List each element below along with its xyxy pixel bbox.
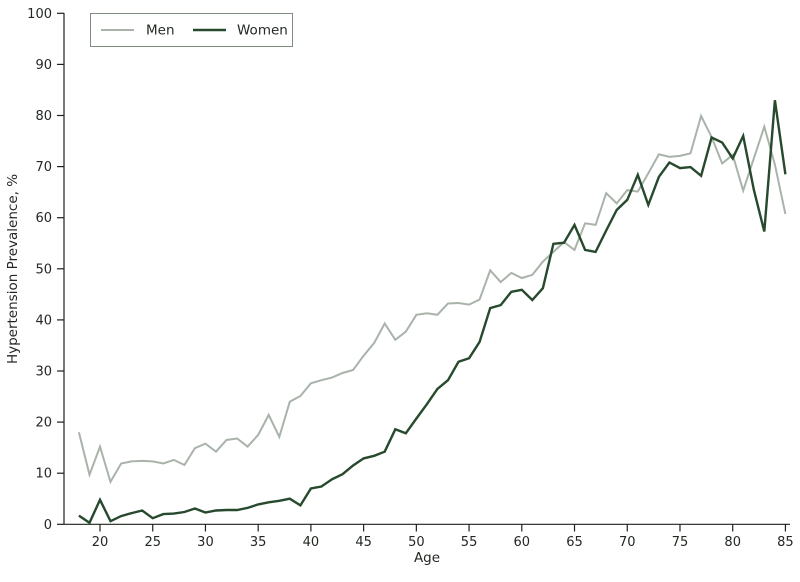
x-tick-label: 55 bbox=[461, 535, 478, 550]
axes-group bbox=[63, 13, 790, 525]
legend-label-men: Men bbox=[146, 23, 175, 39]
y-tick-label: 40 bbox=[35, 313, 52, 328]
x-tick-label: 60 bbox=[514, 535, 531, 550]
y-tick-label: 70 bbox=[35, 160, 52, 175]
women-line bbox=[78, 100, 787, 525]
x-tick-label: 30 bbox=[197, 535, 214, 550]
y-tick-label: 20 bbox=[35, 416, 52, 431]
x-tick-label: 40 bbox=[303, 535, 320, 550]
x-tick-label: 35 bbox=[250, 535, 267, 550]
x-tick-label: 85 bbox=[777, 535, 794, 550]
y-axis-title: Hypertension Prevalence, % bbox=[5, 174, 21, 364]
legend: Men Women bbox=[90, 13, 293, 47]
legend-label-women: Women bbox=[237, 23, 288, 39]
y-tick-label: 10 bbox=[35, 467, 52, 482]
x-tick-label: 70 bbox=[619, 535, 636, 550]
y-tick-label: 50 bbox=[35, 262, 52, 277]
x-tick-label: 65 bbox=[566, 535, 583, 550]
x-tick-label: 20 bbox=[92, 535, 109, 550]
y-tick-label: 100 bbox=[27, 7, 52, 22]
x-tick-label: 75 bbox=[672, 535, 689, 550]
y-tick-label: 80 bbox=[35, 109, 52, 124]
x-tick-label: 80 bbox=[724, 535, 741, 550]
x-tick-label: 50 bbox=[408, 535, 425, 550]
x-tick-label: 25 bbox=[144, 535, 161, 550]
men-line bbox=[77, 113, 787, 485]
y-tick-label: 90 bbox=[35, 58, 52, 73]
y-tick-label: 60 bbox=[35, 211, 52, 226]
series-group bbox=[77, 100, 787, 525]
y-tick-label: 30 bbox=[35, 365, 52, 380]
y-axis-ticks: 0 10 20 30 40 50 60 70 80 90 100 bbox=[27, 7, 64, 533]
x-tick-label: 45 bbox=[355, 535, 372, 550]
y-tick-label: 0 bbox=[44, 518, 52, 533]
x-axis-title: Age bbox=[414, 550, 440, 566]
x-axis-ticks: 20 25 30 35 40 45 50 55 60 65 70 75 80 85 bbox=[92, 524, 794, 550]
